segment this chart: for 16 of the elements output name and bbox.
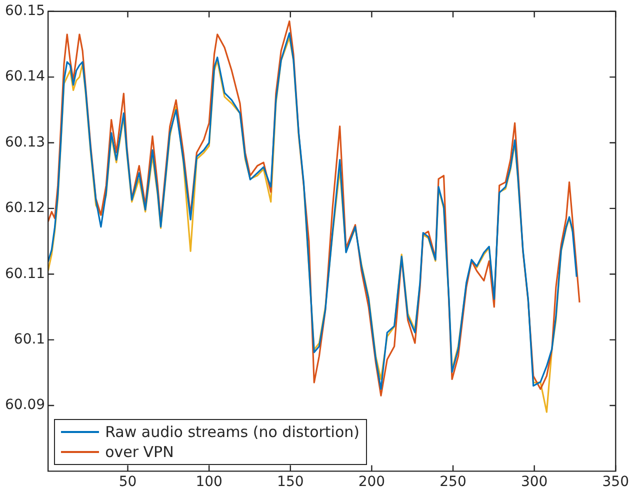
y-tick-label: 60.14 [4, 68, 46, 85]
legend-label: over VPN [105, 442, 174, 462]
x-tick-label: 100 [196, 474, 222, 490]
x-tick-label: 300 [520, 474, 548, 490]
x-tick-label: 200 [358, 474, 386, 490]
y-tick-label: 60.11 [4, 266, 46, 282]
x-tick-label: 50 [118, 474, 137, 490]
x-tick-label: 250 [440, 474, 466, 490]
y-tick-label: 60.1 [14, 331, 46, 348]
x-tick-label: 350 [602, 474, 630, 490]
y-tick-label: 60.13 [4, 134, 46, 150]
legend-label: Raw audio streams (no distortion) [105, 422, 360, 442]
y-tick-label: 60.15 [4, 3, 46, 20]
y-tick-label: 60.09 [4, 397, 46, 414]
x-tick-label: 150 [277, 474, 304, 490]
y-tick-label: 60.12 [4, 200, 46, 216]
